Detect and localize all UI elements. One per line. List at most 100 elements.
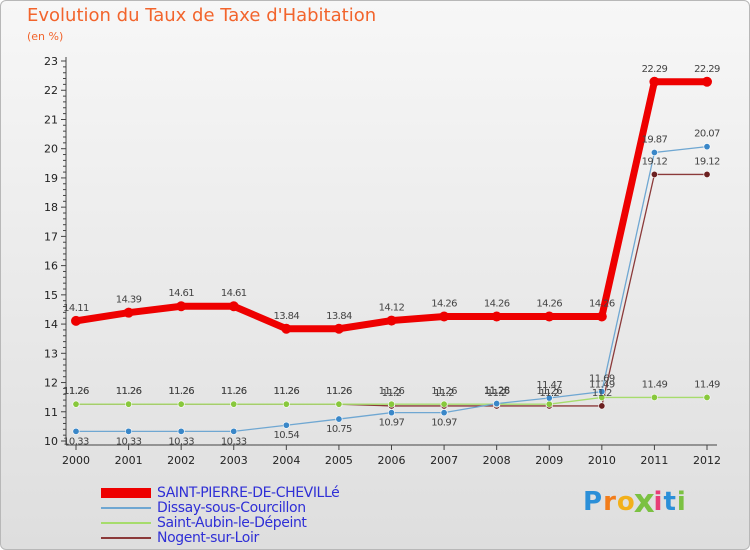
x-tick-label: 2006 xyxy=(378,454,406,467)
data-point xyxy=(596,311,607,322)
data-point xyxy=(177,400,185,408)
legend-item: Dissay-sous-Courcillon xyxy=(101,499,339,516)
data-label: 11.2 xyxy=(539,388,559,399)
data-label: 11.26 xyxy=(326,386,352,397)
data-point xyxy=(281,323,292,334)
axes: 10 11 12 13 14 15 16 17 18 19 20 21 22 23 2000 2001 2002… xyxy=(44,55,721,467)
data-label: 11.2 xyxy=(487,388,507,399)
data-label: 10.97 xyxy=(379,418,405,429)
data-label: 14.61 xyxy=(221,288,247,299)
data-label: 11.26 xyxy=(221,386,247,397)
data-label: 11.26 xyxy=(536,386,562,397)
data-label: 11.26 xyxy=(379,386,405,397)
data-label: 11.26 xyxy=(326,386,352,397)
x-tick-label: 2010 xyxy=(588,454,616,467)
data-label: 10.33 xyxy=(63,436,89,447)
y-tick-label: 20 xyxy=(44,143,58,156)
legend-swatch xyxy=(101,536,151,539)
legend-swatch xyxy=(101,521,151,524)
data-point xyxy=(439,311,450,322)
data-label: 11.2 xyxy=(382,388,402,399)
data-label: 11.28 xyxy=(484,386,510,397)
x-tick-label: 2003 xyxy=(220,454,248,467)
data-label: 10.54 xyxy=(274,430,300,441)
data-point xyxy=(493,400,501,408)
data-point xyxy=(386,315,397,326)
data-label: 14.26 xyxy=(536,298,562,309)
data-label: 20.07 xyxy=(694,129,720,140)
x-tick-label: 2004 xyxy=(272,454,300,467)
data-label: 11.26 xyxy=(116,386,142,397)
x-tick-label: 2002 xyxy=(167,454,195,467)
chart-title: Evolution du Taux de Taxe d'Habitation xyxy=(27,5,377,26)
y-tick-label: 13 xyxy=(44,347,58,360)
data-label: 11.2 xyxy=(592,388,612,399)
data-point xyxy=(282,421,290,429)
chart-unit-label: (en %) xyxy=(27,30,64,43)
data-label: 11.26 xyxy=(116,386,142,397)
data-point xyxy=(72,400,80,408)
data-label: 11.26 xyxy=(431,386,457,397)
x-tick-label: 2012 xyxy=(693,454,721,467)
data-point xyxy=(598,388,606,396)
data-point xyxy=(228,301,239,312)
data-label: 14.61 xyxy=(168,288,194,299)
data-point xyxy=(545,400,553,408)
legend-item: Nogent-sur-Loir xyxy=(101,529,339,546)
data-label: 14.39 xyxy=(116,295,142,306)
data-label: 14.12 xyxy=(379,303,405,314)
y-tick-label: 21 xyxy=(44,113,58,126)
data-label: 11.26 xyxy=(168,386,194,397)
data-label: 10.33 xyxy=(168,436,194,447)
y-tick-label: 18 xyxy=(44,201,58,214)
data-point xyxy=(545,394,553,402)
data-point xyxy=(650,393,658,401)
data-label: 10.33 xyxy=(221,436,247,447)
data-label: 11.2 xyxy=(434,388,454,399)
data-point xyxy=(544,311,555,322)
data-label: 14.26 xyxy=(589,298,615,309)
data-point xyxy=(230,400,238,408)
data-label: 11.47 xyxy=(536,380,562,391)
data-label: 11.26 xyxy=(63,386,89,397)
data-label: 11.69 xyxy=(589,374,615,385)
data-point xyxy=(491,311,502,322)
data-label: 14.26 xyxy=(484,298,510,309)
legend-label: Nogent-sur-Loir xyxy=(157,529,259,546)
y-tick-label: 10 xyxy=(44,435,58,448)
data-point xyxy=(125,400,133,408)
series-layer xyxy=(71,76,712,435)
x-tick-label: 2011 xyxy=(640,454,668,467)
x-tick-label: 2007 xyxy=(430,454,458,467)
data-point xyxy=(335,400,343,408)
x-tick-label: 2001 xyxy=(115,454,143,467)
y-tick-label: 16 xyxy=(44,260,58,273)
data-label: 11.26 xyxy=(168,386,194,397)
data-label: 14.11 xyxy=(63,303,89,314)
data-label: 14.26 xyxy=(431,298,457,309)
data-point xyxy=(649,76,660,87)
data-point xyxy=(440,400,448,408)
legend-label: Saint-Aubin-le-Dépeint xyxy=(157,514,307,531)
y-tick-label: 17 xyxy=(44,230,58,243)
data-label: 13.84 xyxy=(274,311,300,322)
data-label: 19.12 xyxy=(642,156,668,167)
x-tick-label: 2009 xyxy=(535,454,563,467)
data-point xyxy=(335,415,343,423)
data-labels: 11.26 11.26 11.26 11.26 11.26 11.26 11.2 11.2 11… xyxy=(63,64,720,448)
proxiti-logo: Proxiti xyxy=(583,483,687,521)
data-label: 19.12 xyxy=(694,156,720,167)
legend-swatch xyxy=(101,487,151,498)
data-point xyxy=(71,315,81,326)
y-tick-label: 22 xyxy=(44,84,58,97)
data-point xyxy=(703,393,711,401)
data-label: 10.33 xyxy=(116,436,142,447)
data-label: 11.49 xyxy=(642,379,668,390)
x-tick-label: 2000 xyxy=(62,454,90,467)
data-label: 22.29 xyxy=(694,64,720,75)
legend-label: Dissay-sous-Courcillon xyxy=(157,499,306,516)
data-label: 11.26 xyxy=(274,386,300,397)
data-label: 11.26 xyxy=(221,386,247,397)
x-tick-label: 2008 xyxy=(483,454,511,467)
